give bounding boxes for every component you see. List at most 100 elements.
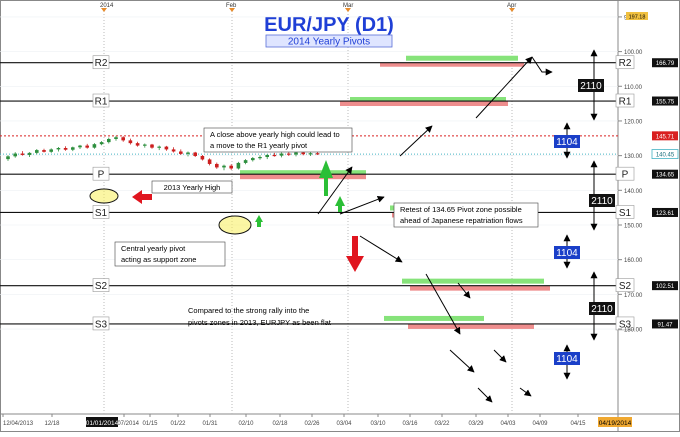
zone-s3-red bbox=[408, 323, 534, 329]
arrow-to-s2 bbox=[425, 273, 461, 335]
x-tick-label-5: 01/22 bbox=[170, 421, 186, 427]
x-tick-label-16: 04/09 bbox=[532, 421, 548, 427]
annotation-compared-line1: Compared to the strong rally into the bbox=[188, 306, 309, 315]
zone-r2-red bbox=[380, 62, 524, 67]
candle-body-24 bbox=[179, 151, 183, 154]
yearly-high-price-box bbox=[652, 131, 678, 141]
pivot-label-left-s2: S2 bbox=[95, 281, 108, 292]
candle-body-4 bbox=[35, 150, 39, 153]
pivot-label-left-s1: S1 bbox=[95, 208, 108, 219]
annotation-retest-line2: ahead of Japanese repatriation flows bbox=[400, 216, 523, 225]
x-tick-label-7: 02/10 bbox=[238, 421, 254, 427]
y-tick-label-0: 180.00 bbox=[624, 328, 643, 334]
candle-body-1 bbox=[13, 153, 17, 157]
candle-body-21 bbox=[157, 146, 161, 148]
x-tick-label-8: 02/18 bbox=[272, 421, 288, 427]
distance-label-s2-s3: 1104 bbox=[556, 354, 578, 365]
top-label-2014: 2014 bbox=[100, 3, 114, 9]
pivot-label-left-r1: R1 bbox=[95, 97, 108, 108]
pivot-label-left-box-r1 bbox=[92, 93, 110, 108]
y-tick-label-6: 120.00 bbox=[624, 119, 643, 125]
candle-body-11 bbox=[85, 145, 89, 148]
zone-p-red bbox=[240, 174, 366, 180]
top-marker-mar bbox=[345, 8, 351, 12]
pivot-price-box-p bbox=[652, 169, 678, 179]
y-tick-label-5: 130.00 bbox=[624, 154, 643, 160]
pivot-label-right-r1: R1 bbox=[619, 97, 632, 108]
pivot-price-r2: 166.79 bbox=[656, 61, 675, 67]
annotation-central-pivot-line1: Central yearly pivot bbox=[121, 244, 186, 253]
arrow-s1-zone-right bbox=[457, 282, 471, 299]
pivot-label-right-s3: S3 bbox=[619, 319, 632, 330]
green-up-arrow-small bbox=[335, 196, 345, 212]
candle-body-12 bbox=[92, 144, 97, 148]
candle-body-27 bbox=[200, 155, 205, 160]
candle-body-0 bbox=[6, 156, 10, 160]
yearly-high-arrow bbox=[132, 190, 152, 204]
distance-box-r3-r2 bbox=[578, 79, 604, 92]
candle-body-25 bbox=[186, 152, 190, 154]
y-tick-label-2: 160.00 bbox=[624, 258, 643, 264]
candle-body-38 bbox=[279, 153, 284, 156]
distance-label-p-s1: 1104 bbox=[556, 248, 578, 259]
candle-body-3 bbox=[27, 152, 32, 155]
x-tick-label-15: 04/03 bbox=[500, 421, 516, 427]
x-tick-label-4: 01/15 bbox=[142, 421, 158, 427]
top-marker-apr bbox=[509, 8, 515, 12]
chart-subtitle: 2014 Yearly Pivots bbox=[288, 37, 370, 48]
pivot-price-box-s1 bbox=[652, 207, 678, 217]
green-up-arrow-large bbox=[319, 160, 333, 196]
pivot-price-box-r2 bbox=[652, 58, 678, 68]
top-marker-feb bbox=[229, 8, 235, 12]
yearly-high-price: 145.71 bbox=[656, 134, 675, 140]
arrow-s3-down bbox=[477, 387, 493, 403]
current-price-box bbox=[651, 149, 679, 159]
arrow-to-r2 bbox=[399, 125, 433, 157]
annotation-compared-line2: pivots zones in 2013, EURJPY as been fla… bbox=[188, 318, 332, 327]
distance-box-p-s1 bbox=[554, 246, 580, 259]
pivot-label-left-s3: S3 bbox=[95, 319, 108, 330]
distance-box-s1-s2 bbox=[589, 302, 615, 315]
candle-body-20 bbox=[150, 144, 154, 148]
axis-layer: 180.00 170.00 160.00 150.00 140.00 130.00 120.… bbox=[2, 12, 648, 427]
candle-body-10 bbox=[78, 145, 82, 148]
candle-body-39 bbox=[287, 153, 291, 155]
pivot-label-left-r2: R2 bbox=[95, 58, 108, 69]
pivot-price-p: 134.65 bbox=[656, 173, 675, 179]
x-tick-label-1: 12/18 bbox=[44, 421, 60, 427]
y-tick-label-8: 100.00 bbox=[624, 50, 643, 56]
chart-title: EUR/JPY (D1) bbox=[264, 14, 394, 36]
annotation-retest-box bbox=[393, 202, 539, 228]
arrow-to-r3 bbox=[475, 56, 533, 119]
annotation-yearly-high-box bbox=[151, 180, 233, 194]
candle-body-9 bbox=[71, 147, 75, 150]
x-tick-label-14: 03/29 bbox=[468, 421, 484, 427]
zone-r1-green bbox=[350, 97, 506, 102]
pivot-label-left-box-r2 bbox=[92, 55, 110, 70]
yearly-high-ellipse bbox=[89, 188, 119, 204]
candle-body-37 bbox=[272, 154, 277, 157]
annotation-close-above-line1: A close above yearly high could lead to bbox=[210, 130, 340, 139]
bottom-date-left: 01/01/2014 bbox=[86, 420, 119, 427]
green-up-arrow-tiny bbox=[255, 215, 263, 227]
candle-body-19 bbox=[143, 144, 147, 146]
arrow-s2-to-s3 bbox=[449, 349, 475, 373]
candle-body-17 bbox=[128, 140, 133, 144]
pivot-label-right-box-r1 bbox=[615, 93, 635, 108]
distance-box-s2-s3 bbox=[554, 352, 580, 365]
candle-body-43 bbox=[315, 153, 320, 155]
pivot-label-left-box-s2 bbox=[92, 278, 110, 292]
pivot-label-right-box-p bbox=[615, 166, 635, 181]
top-label-feb: Feb bbox=[226, 3, 237, 9]
candle-body-40 bbox=[294, 152, 298, 155]
top-price-label: 197.18 bbox=[629, 15, 646, 21]
x-tick-label-11: 03/10 bbox=[370, 421, 386, 427]
pivot-price-s2: 102.51 bbox=[656, 284, 675, 290]
zone-s2-green bbox=[402, 278, 544, 284]
candle-body-28 bbox=[207, 159, 212, 164]
distance-label-r3-r2: 2110 bbox=[580, 81, 602, 92]
arrow-s3-right bbox=[519, 387, 532, 397]
bottom-date-right: 04/19/2014 bbox=[599, 420, 632, 427]
top-marker-2014 bbox=[101, 8, 107, 12]
